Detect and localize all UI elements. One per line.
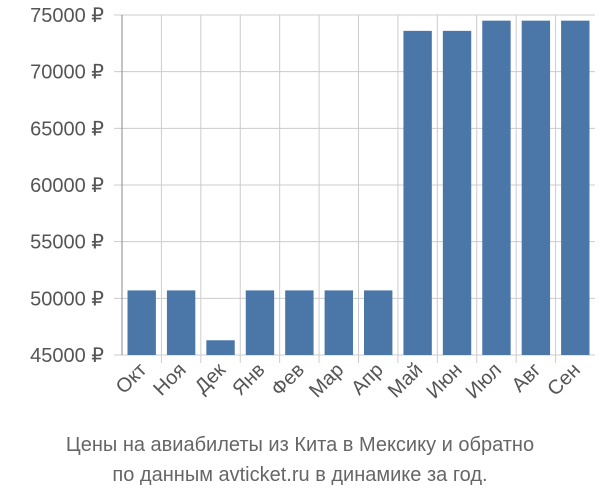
x-tick-label: Май <box>384 359 427 402</box>
gridlines <box>114 14 595 363</box>
bar <box>285 290 314 355</box>
y-tick-label: 70000 ₽ <box>30 62 104 84</box>
price-bar-chart: 45000 ₽ 50000 ₽ 55000 ₽ 60000 ₽ 65000 ₽ 70000… <box>30 5 595 403</box>
bar <box>561 20 590 356</box>
x-tick-label: Янв <box>228 359 269 400</box>
bar <box>324 290 353 355</box>
chart-caption: Цены на авиабилеты из Кита в Мексику и о… <box>0 430 600 490</box>
y-tick-label: 55000 ₽ <box>30 232 104 254</box>
bar <box>482 20 511 356</box>
bar <box>521 20 551 356</box>
bar <box>127 290 156 355</box>
x-tick-label: Ноя <box>149 359 190 400</box>
x-tick-label: Окт <box>112 359 151 398</box>
y-tick-label: 60000 ₽ <box>30 175 104 197</box>
x-tick-label: Июн <box>422 359 466 403</box>
x-tick-label: Фев <box>267 359 309 401</box>
x-tick-label: Авг <box>508 359 546 397</box>
bar <box>245 290 275 355</box>
x-tick-label: Апр <box>347 359 388 400</box>
y-tick-label: 45000 ₽ <box>30 345 104 367</box>
bar <box>442 30 472 355</box>
x-tick-label: Дек <box>191 359 230 398</box>
y-tick-label: 50000 ₽ <box>30 288 104 310</box>
bar <box>403 30 432 355</box>
bar <box>206 340 235 355</box>
y-tick-label: 75000 ₽ <box>30 5 104 27</box>
x-tick-label: Сен <box>543 359 584 400</box>
x-tick-label: Мар <box>305 359 348 402</box>
x-tick-label: Июл <box>462 359 506 403</box>
bar <box>166 290 196 355</box>
bars <box>127 20 590 356</box>
y-tick-labels: 45000 ₽ 50000 ₽ 55000 ₽ 60000 ₽ 65000 ₽ 70000… <box>30 5 104 367</box>
y-tick-label: 65000 ₽ <box>30 118 104 140</box>
caption-line-2: по данным avticket.ru в динамике за год. <box>112 464 488 486</box>
caption-line-1: Цены на авиабилеты из Кита в Мексику и о… <box>65 434 535 456</box>
bar <box>364 290 393 355</box>
